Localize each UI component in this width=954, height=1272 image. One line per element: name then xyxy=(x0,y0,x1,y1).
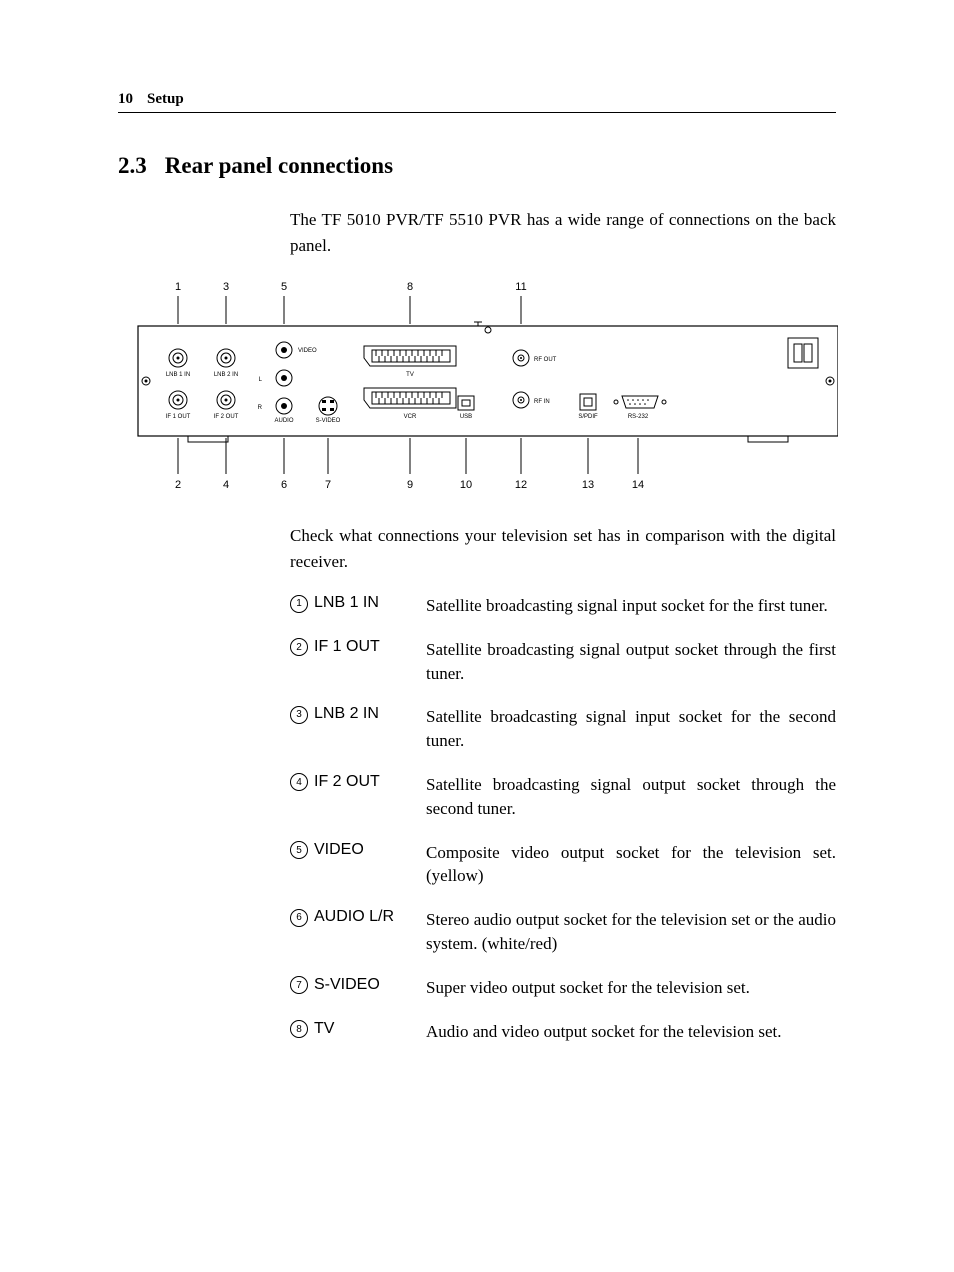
definitions-list: 1 LNB 1 IN Satellite broadcasting signal i… xyxy=(290,594,836,1043)
circled-number-icon: 7 xyxy=(290,976,308,994)
svg-text:7: 7 xyxy=(325,479,331,491)
svg-text:USB: USB xyxy=(460,414,472,420)
svg-text:6: 6 xyxy=(281,479,287,491)
definition-label: 4 IF 2 OUT xyxy=(290,773,426,793)
definition-description: Satellite broadcasting signal input sock… xyxy=(426,705,836,753)
definition-label-text: AUDIO L/R xyxy=(314,908,394,926)
section-heading: 2.3 Rear panel connections xyxy=(118,153,836,179)
svg-text:4: 4 xyxy=(223,479,229,491)
definition-description: Stereo audio output socket for the telev… xyxy=(426,908,836,956)
section-title: Rear panel connections xyxy=(165,153,393,178)
svg-text:AUDIO: AUDIO xyxy=(274,418,293,424)
circled-number-icon: 5 xyxy=(290,841,308,859)
definition-label-text: LNB 2 IN xyxy=(314,705,379,723)
definition-item: 1 LNB 1 IN Satellite broadcasting signal i… xyxy=(290,594,836,618)
definition-item: 7 S-VIDEO Super video output socket for th… xyxy=(290,976,836,1000)
intro-paragraph: The TF 5010 PVR/TF 5510 PVR has a wide r… xyxy=(290,207,836,258)
definition-description: Composite video output socket for the te… xyxy=(426,841,836,889)
definition-label: 2 IF 1 OUT xyxy=(290,638,426,658)
definition-label-text: TV xyxy=(314,1020,334,1038)
circled-number-icon: 4 xyxy=(290,773,308,791)
definition-label: 6 AUDIO L/R xyxy=(290,908,426,928)
definition-item: 6 AUDIO L/R Stereo audio output socket for… xyxy=(290,908,836,956)
page-header: 10 Setup xyxy=(118,90,836,113)
svg-text:VCR: VCR xyxy=(404,414,417,420)
svg-text:8: 8 xyxy=(407,281,413,293)
svg-text:S/PDIF: S/PDIF xyxy=(578,414,598,420)
definition-description: Satellite broadcasting signal output soc… xyxy=(426,773,836,821)
definition-item: 3 LNB 2 IN Satellite broadcasting signal i… xyxy=(290,705,836,753)
circled-number-icon: 6 xyxy=(290,909,308,927)
definition-label-text: LNB 1 IN xyxy=(314,594,379,612)
svg-text:LNB 1 IN: LNB 1 IN xyxy=(166,372,190,378)
rear-panel-svg: LNB 1 IN LNB 2 IN IF 1 OUT IF 2 OUT VIDE… xyxy=(118,278,838,498)
definition-label-text: S-VIDEO xyxy=(314,976,380,994)
definition-item: 5 VIDEO Composite video output socket for … xyxy=(290,841,836,889)
page: 10 Setup 2.3 Rear panel connections The TF… xyxy=(0,0,954,1272)
svg-text:TV: TV xyxy=(406,372,414,378)
definition-label: 3 LNB 2 IN xyxy=(290,705,426,725)
page-number: 10 xyxy=(118,91,133,107)
svg-text:VIDEO: VIDEO xyxy=(298,348,317,354)
definition-item: 8 TV Audio and video output socket for the… xyxy=(290,1020,836,1044)
svg-text:3: 3 xyxy=(223,281,229,293)
definition-label: 1 LNB 1 IN xyxy=(290,594,426,614)
svg-text:LNB 2 IN: LNB 2 IN xyxy=(214,372,238,378)
svg-text:L: L xyxy=(259,377,263,383)
definition-description: Satellite broadcasting signal input sock… xyxy=(426,594,836,618)
svg-text:1: 1 xyxy=(175,281,181,293)
svg-text:RF IN: RF IN xyxy=(534,399,550,405)
circled-number-icon: 8 xyxy=(290,1020,308,1038)
definition-label-text: IF 2 OUT xyxy=(314,773,380,791)
definition-description: Super video output socket for the televi… xyxy=(426,976,836,1000)
rear-panel-diagram: LNB 1 IN LNB 2 IN IF 1 OUT IF 2 OUT VIDE… xyxy=(118,278,838,503)
svg-text:14: 14 xyxy=(632,479,644,491)
circled-number-icon: 3 xyxy=(290,706,308,724)
definition-item: 4 IF 2 OUT Satellite broadcasting signal o… xyxy=(290,773,836,821)
svg-text:2: 2 xyxy=(175,479,181,491)
svg-text:5: 5 xyxy=(281,281,287,293)
section-number: 2.3 xyxy=(118,153,147,178)
definition-label-text: IF 1 OUT xyxy=(314,638,380,656)
definition-description: Audio and video output socket for the te… xyxy=(426,1020,836,1044)
svg-text:11: 11 xyxy=(515,281,526,293)
definition-label-text: VIDEO xyxy=(314,841,364,859)
svg-text:RS-232: RS-232 xyxy=(628,414,649,420)
circled-number-icon: 1 xyxy=(290,595,308,613)
definition-item: 2 IF 1 OUT Satellite broadcasting signal o… xyxy=(290,638,836,686)
svg-text:S-VIDEO: S-VIDEO xyxy=(316,418,341,424)
definition-description: Satellite broadcasting signal output soc… xyxy=(426,638,836,686)
definition-label: 5 VIDEO xyxy=(290,841,426,861)
svg-text:13: 13 xyxy=(582,479,594,491)
definition-label: 7 S-VIDEO xyxy=(290,976,426,996)
definition-label: 8 TV xyxy=(290,1020,426,1040)
svg-text:R: R xyxy=(258,405,263,411)
svg-text:IF 1 OUT: IF 1 OUT xyxy=(166,414,191,420)
svg-text:RF OUT: RF OUT xyxy=(534,357,557,363)
circled-number-icon: 2 xyxy=(290,638,308,656)
header-text: 10 Setup xyxy=(118,91,184,107)
post-diagram-paragraph: Check what connections your television s… xyxy=(290,523,836,574)
svg-text:12: 12 xyxy=(515,479,527,491)
svg-text:9: 9 xyxy=(407,479,413,491)
svg-text:IF 2 OUT: IF 2 OUT xyxy=(214,414,239,420)
chapter-title: Setup xyxy=(147,91,184,107)
svg-text:10: 10 xyxy=(460,479,472,491)
